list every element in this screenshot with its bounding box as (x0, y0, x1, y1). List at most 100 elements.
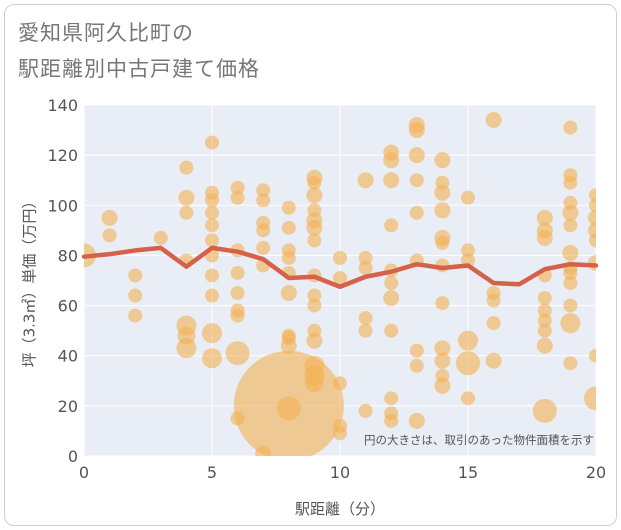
bubble-point (205, 268, 219, 283)
bubble-point (256, 240, 271, 255)
bubble-point (384, 276, 399, 291)
bubble-point (563, 120, 578, 135)
bubble-point (306, 187, 323, 204)
bubble-point (434, 352, 451, 369)
bubble-point (563, 218, 578, 233)
bubble-point (408, 412, 425, 429)
bubble-point (205, 288, 219, 303)
bubble-point (202, 348, 222, 369)
bubble-point (384, 413, 399, 428)
bubble-point (280, 285, 297, 302)
bubble-point (536, 229, 553, 246)
bubble-point (128, 268, 143, 283)
bubble-point (384, 391, 399, 406)
bubble-point (537, 313, 552, 328)
bubble-point (333, 376, 347, 391)
x-tick-label: 5 (207, 463, 217, 482)
y-tick-label: 40 (58, 347, 78, 366)
bubble-point (537, 303, 552, 318)
bubble-point (409, 358, 424, 373)
bubble-point (281, 200, 296, 215)
bubble-point (205, 135, 219, 150)
bubble-point (383, 152, 400, 169)
bubble-point (276, 396, 301, 421)
bubble-point (563, 298, 578, 313)
bubble-point (537, 291, 552, 306)
bubble-point (485, 352, 502, 369)
bubble-point (280, 337, 297, 354)
bubble-point (306, 219, 323, 236)
bubble-point (589, 233, 596, 248)
x-tick-label: 0 (79, 463, 89, 482)
bubble-point (358, 250, 373, 265)
bubble-point (179, 160, 194, 175)
bubble-point (434, 202, 451, 219)
bubble-point (537, 323, 552, 338)
bubble-point (532, 398, 557, 423)
bubble-point (486, 316, 501, 331)
y-tick-label: 120 (47, 146, 78, 165)
bubble-point (588, 209, 596, 226)
chart-title-line2: 駅距離別中古戸建て価格 (18, 57, 260, 81)
bubble-point (205, 205, 219, 220)
bubble-point (536, 209, 553, 226)
bubble-point (179, 205, 194, 220)
bubble-point (434, 377, 451, 394)
y-axis-label: 坪（3.3㎡）単価（万円） (21, 194, 39, 368)
y-tick-label: 20 (58, 397, 78, 416)
bubble-point (589, 198, 596, 213)
y-tick-label: 100 (47, 196, 78, 215)
bubble-point (562, 244, 579, 261)
bubble-point (383, 172, 400, 189)
bubble-point (205, 193, 219, 208)
bubble-point (434, 184, 451, 201)
tick-labels: 0 5 10 15 20 0 20 40 60 80 100 120 140 (47, 96, 606, 482)
bubble-point (563, 276, 578, 291)
bubble-point (101, 209, 118, 226)
bubble-point (205, 218, 219, 233)
bubble-point (560, 313, 581, 334)
bubble-point (307, 233, 322, 248)
bubble-point (384, 323, 399, 338)
bubble-point (230, 308, 245, 323)
x-tick-label: 15 (458, 463, 478, 482)
bubble-point (153, 230, 168, 245)
bubble-point (589, 348, 596, 363)
bubble-point (456, 351, 480, 376)
bubble-point (205, 233, 219, 248)
bubble-point (307, 288, 322, 303)
bubble-point (230, 286, 245, 301)
y-tick-label: 60 (58, 297, 78, 316)
bubble-point (128, 288, 143, 303)
bubble-point (230, 265, 245, 280)
bubble-point (485, 112, 502, 129)
bubble-point (230, 180, 245, 195)
x-tick-label: 10 (330, 463, 350, 482)
bubble-point (225, 341, 250, 366)
bubble-point (461, 190, 475, 205)
y-tick-label: 140 (47, 96, 78, 115)
x-tick-label: 20 (586, 463, 606, 482)
bubble-point (256, 183, 271, 198)
bubble-point (176, 338, 197, 359)
bubble-point (563, 265, 578, 280)
bubble-point (256, 223, 271, 238)
bubble-point (435, 296, 450, 311)
bubble-point (435, 235, 450, 250)
bubble-point (306, 332, 323, 349)
bubble-point (357, 172, 374, 189)
bubble-point (230, 190, 245, 205)
bubble-point (409, 173, 424, 188)
bubble-point (333, 250, 347, 265)
bubble-point (584, 386, 596, 411)
bubble-point (333, 270, 347, 285)
bubble-point (202, 323, 222, 344)
bubble-point (305, 374, 324, 393)
bubble-point (562, 204, 579, 221)
bubble-point (307, 175, 322, 190)
bubble-point (536, 337, 553, 354)
y-tick-label: 0 (68, 447, 78, 466)
chart-title-line1: 愛知県阿久比町の (18, 21, 194, 45)
bubble-point (384, 218, 399, 233)
bubble-point (281, 220, 296, 235)
